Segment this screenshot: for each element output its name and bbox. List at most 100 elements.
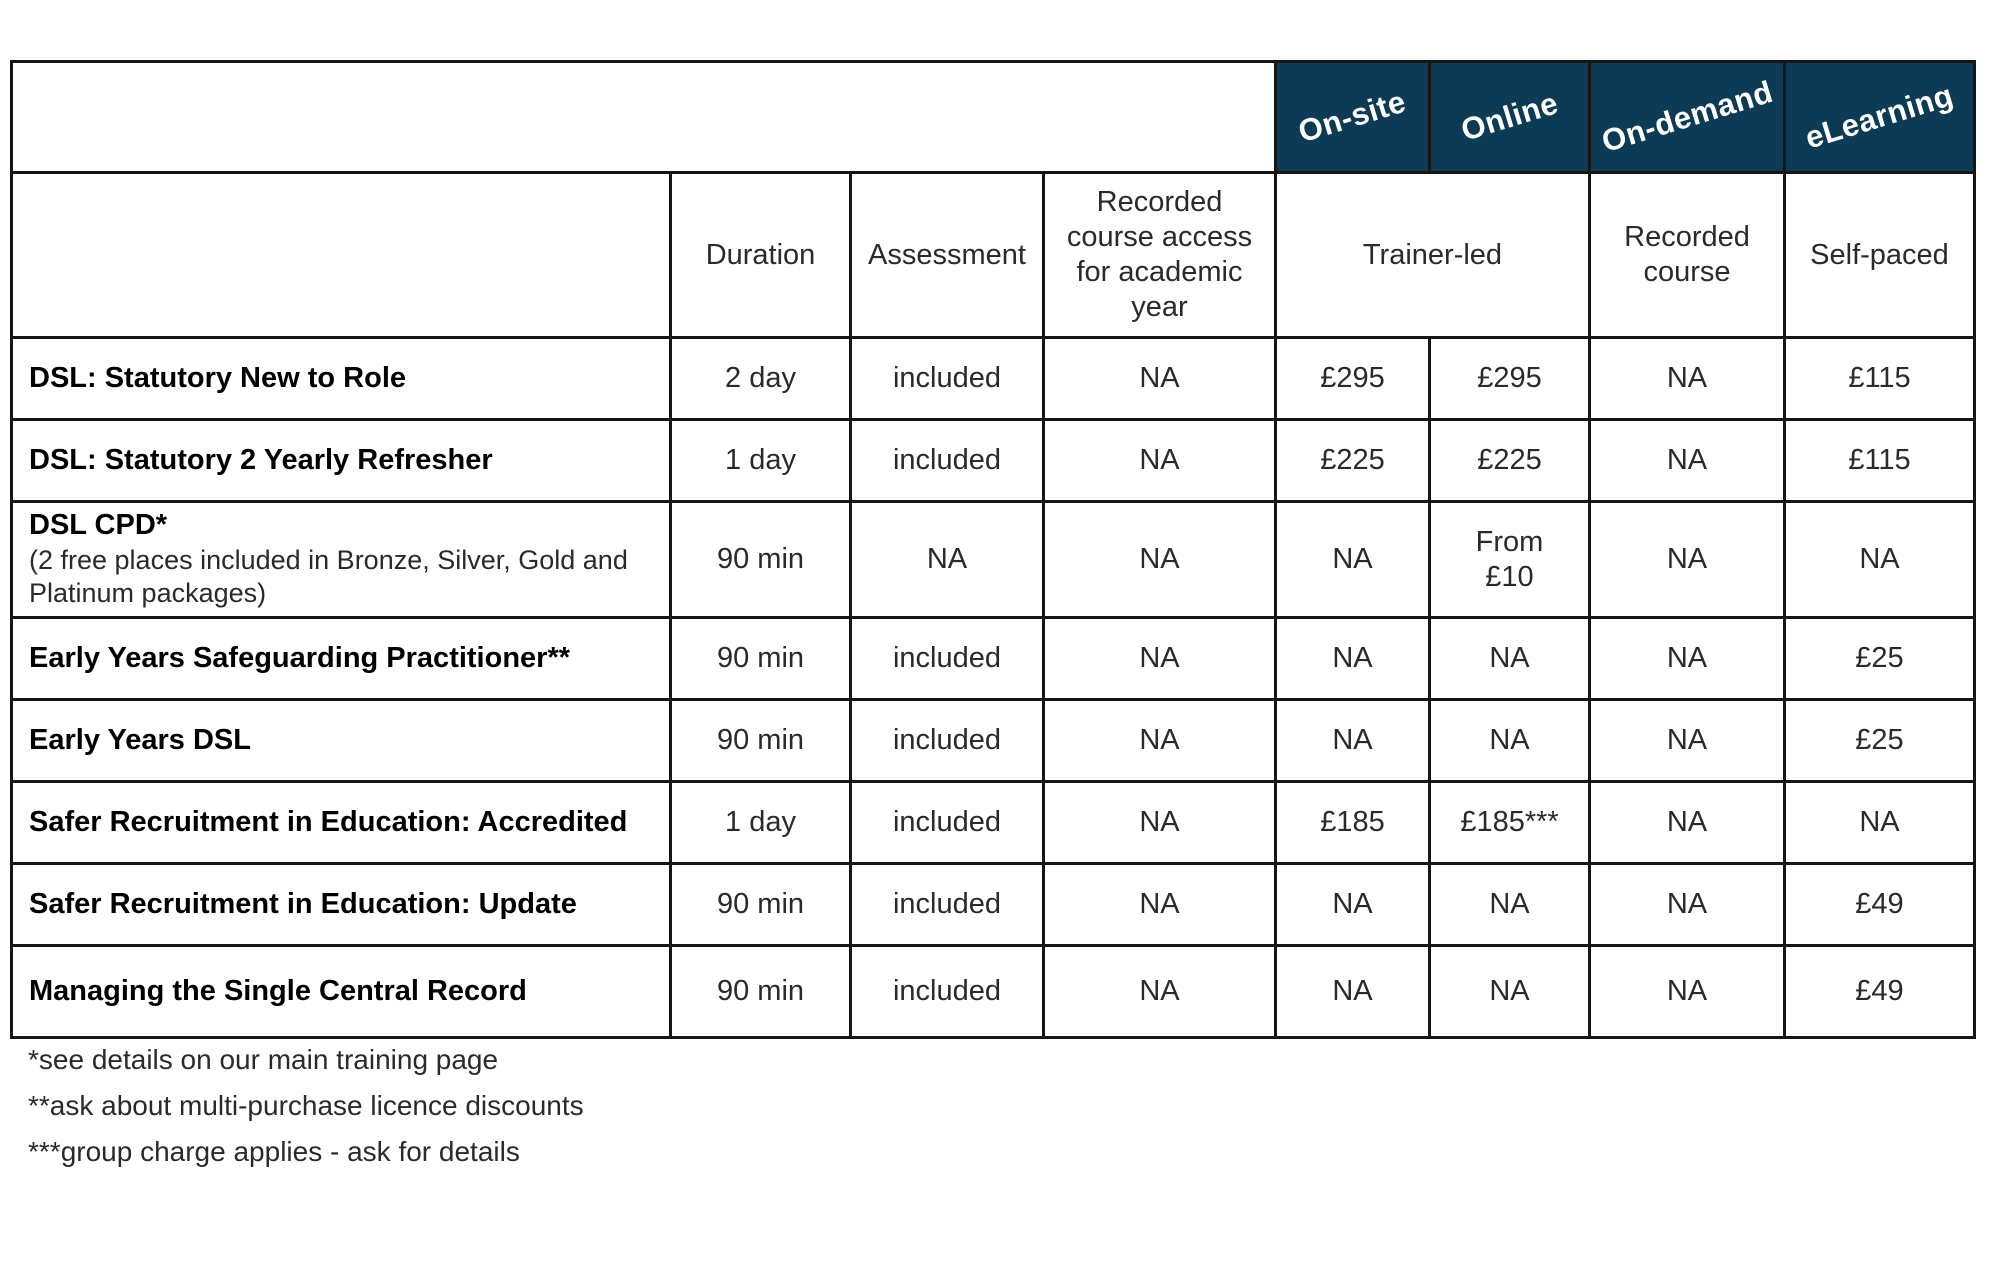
column-header-assessment: Assessment bbox=[849, 171, 1045, 339]
delivery-header-row: On-site Online On-demand eLearning bbox=[10, 60, 1976, 174]
course-title: DSL: Statutory New to Role bbox=[29, 361, 407, 394]
cell-online: NA bbox=[1428, 944, 1591, 1040]
blank-corner bbox=[10, 60, 1277, 174]
cell-assessment: included bbox=[849, 944, 1045, 1040]
course-name-cell: Managing the Single Central Record bbox=[10, 944, 672, 1040]
cell-elearning: £115 bbox=[1783, 418, 1976, 503]
cell-on-site: £225 bbox=[1274, 418, 1431, 503]
cell-duration: 90 min bbox=[669, 499, 852, 620]
cell-assessment: NA bbox=[849, 499, 1045, 620]
cell-online: NA bbox=[1428, 698, 1591, 784]
cell-duration: 2 day bbox=[669, 336, 852, 421]
delivery-header-on-demand: On-demand bbox=[1588, 60, 1786, 174]
cell-assessment: included bbox=[849, 780, 1045, 866]
course-title: Managing the Single Central Record bbox=[29, 975, 527, 1008]
cell-recorded-access: NA bbox=[1042, 616, 1277, 702]
course-title: DSL: Statutory 2 Yearly Refresher bbox=[29, 443, 493, 476]
cell-on-demand: NA bbox=[1588, 616, 1786, 702]
table-row: DSL CPD* (2 free places included in Bronz… bbox=[10, 499, 1976, 620]
blank-course-header bbox=[10, 171, 672, 339]
course-title: Safer Recruitment in Education: Update bbox=[29, 888, 577, 921]
table-row: Managing the Single Central Record 90 min… bbox=[10, 944, 1976, 1040]
cell-assessment: included bbox=[849, 616, 1045, 702]
table-row: Early Years DSL 90 min included NA NA NA NA £25 bbox=[10, 698, 1976, 784]
pricing-table-body: DSL: Statutory New to Role 2 day included N… bbox=[10, 336, 1976, 1040]
cell-on-site: NA bbox=[1274, 698, 1431, 784]
cell-elearning: £25 bbox=[1783, 616, 1976, 702]
cell-duration: 90 min bbox=[669, 616, 852, 702]
course-title: Early Years Safeguarding Practitioner** bbox=[29, 642, 571, 675]
cell-on-site: £185 bbox=[1274, 780, 1431, 866]
cell-recorded-access: NA bbox=[1042, 780, 1277, 866]
footnote-2: **ask about multi-purchase licence disco… bbox=[28, 1089, 584, 1121]
cell-duration: 1 day bbox=[669, 780, 852, 866]
delivery-label-elearning: eLearning bbox=[1801, 77, 1958, 156]
footnote-1: *see details on our main training page bbox=[28, 1044, 499, 1075]
cell-assessment: included bbox=[849, 336, 1045, 421]
pricing-table: On-site Online On-demand eLearning Durat… bbox=[10, 60, 1976, 1040]
cell-assessment: included bbox=[849, 698, 1045, 784]
course-name-cell: Early Years Safeguarding Practitioner** bbox=[10, 616, 672, 702]
footnote-3: ***group charge applies - ask for detail… bbox=[28, 1135, 520, 1167]
cell-elearning: £49 bbox=[1783, 862, 1976, 948]
course-title: Early Years DSL bbox=[29, 724, 251, 757]
course-note: (2 free places included in Bronze, Silve… bbox=[29, 545, 628, 609]
cell-elearning: £25 bbox=[1783, 698, 1976, 784]
cell-on-demand: NA bbox=[1588, 499, 1786, 620]
table-row: Safer Recruitment in Education: Accredit… bbox=[10, 780, 1976, 866]
cell-assessment: included bbox=[849, 862, 1045, 948]
course-name-cell: Safer Recruitment in Education: Update bbox=[10, 862, 672, 948]
cell-duration: 90 min bbox=[669, 698, 852, 784]
cell-elearning: £115 bbox=[1783, 336, 1976, 421]
cell-recorded-access: NA bbox=[1042, 862, 1277, 948]
cell-on-site: £295 bbox=[1274, 336, 1431, 421]
delivery-label-on-demand: On-demand bbox=[1597, 73, 1777, 160]
cell-on-demand: NA bbox=[1588, 336, 1786, 421]
course-title: Safer Recruitment in Education: Accredit… bbox=[29, 806, 628, 839]
table-row: Early Years Safeguarding Practitioner** 9… bbox=[10, 616, 1976, 702]
delivery-header-online: Online bbox=[1428, 60, 1591, 174]
cell-on-demand: NA bbox=[1588, 418, 1786, 503]
cell-elearning: NA bbox=[1783, 499, 1976, 620]
cell-recorded-access: NA bbox=[1042, 418, 1277, 503]
table-row: DSL: Statutory 2 Yearly Refresher 1 day in… bbox=[10, 418, 1976, 503]
cell-online: £295 bbox=[1428, 336, 1591, 421]
cell-online: £225 bbox=[1428, 418, 1591, 503]
cell-duration: 1 day bbox=[669, 418, 852, 503]
cell-on-site: NA bbox=[1274, 499, 1431, 620]
column-header-self-paced: Self-paced bbox=[1783, 171, 1976, 339]
delivery-label-online: Online bbox=[1456, 85, 1563, 148]
cell-assessment: included bbox=[849, 418, 1045, 503]
cell-elearning: NA bbox=[1783, 780, 1976, 866]
course-name-cell: DSL: Statutory New to Role bbox=[10, 336, 672, 421]
course-name-cell: Early Years DSL bbox=[10, 698, 672, 784]
table-row: Safer Recruitment in Education: Update 90… bbox=[10, 862, 1976, 948]
cell-recorded-access: NA bbox=[1042, 698, 1277, 784]
cell-on-demand: NA bbox=[1588, 944, 1786, 1040]
table-row: DSL: Statutory New to Role 2 day included N… bbox=[10, 336, 1976, 421]
course-name-cell: DSL CPD* (2 free places included in Bronz… bbox=[10, 499, 672, 620]
cell-on-site: NA bbox=[1274, 862, 1431, 948]
column-header-recorded-access: Recorded course access for academic year bbox=[1042, 171, 1277, 339]
cell-on-demand: NA bbox=[1588, 698, 1786, 784]
cell-online: £185*** bbox=[1428, 780, 1591, 866]
column-header-trainer-led: Trainer-led bbox=[1274, 171, 1591, 339]
column-header-recorded-course: Recorded course bbox=[1588, 171, 1786, 339]
cell-online: NA bbox=[1428, 862, 1591, 948]
cell-on-site: NA bbox=[1274, 944, 1431, 1040]
course-name-cell: Safer Recruitment in Education: Accredit… bbox=[10, 780, 672, 866]
cell-on-demand: NA bbox=[1588, 862, 1786, 948]
footnotes: *see details on our main training page *… bbox=[28, 1040, 584, 1177]
column-header-duration: Duration bbox=[669, 171, 852, 339]
cell-recorded-access: NA bbox=[1042, 944, 1277, 1040]
cell-recorded-access: NA bbox=[1042, 336, 1277, 421]
column-header-row: Duration Assessment Recorded course acce… bbox=[10, 171, 1976, 339]
cell-duration: 90 min bbox=[669, 862, 852, 948]
cell-on-site: NA bbox=[1274, 616, 1431, 702]
course-name-cell: DSL: Statutory 2 Yearly Refresher bbox=[10, 418, 672, 503]
delivery-label-on-site: On-site bbox=[1294, 83, 1411, 150]
cell-duration: 90 min bbox=[669, 944, 852, 1040]
cell-recorded-access: NA bbox=[1042, 499, 1277, 620]
delivery-header-elearning: eLearning bbox=[1783, 60, 1976, 174]
